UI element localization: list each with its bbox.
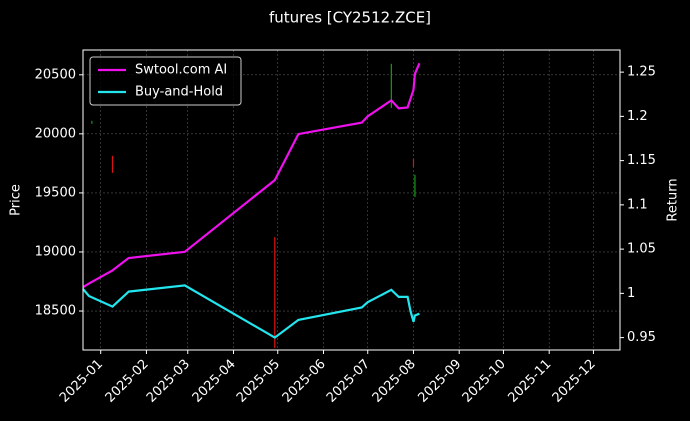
- y2-tick-label: 1.1: [627, 197, 648, 212]
- legend-label: Buy-and-Hold: [135, 85, 223, 100]
- legend-box: [89, 56, 242, 106]
- plot-frame: [82, 49, 621, 351]
- y2-axis-label: Return: [666, 178, 681, 221]
- y2-tick-label: 0.95: [627, 330, 656, 345]
- y-tick-label: 18500: [35, 304, 76, 319]
- series-line: [82, 284, 420, 339]
- y2-tick-label: 1: [627, 286, 635, 301]
- y-tick-label: 20000: [35, 126, 76, 141]
- legend-label: Swtool.com AI: [135, 63, 227, 78]
- y-tick-label: 19500: [35, 185, 76, 200]
- y2-tick-label: 1.05: [627, 242, 656, 257]
- legend: Swtool.com AI Buy-and-Hold: [89, 56, 242, 106]
- y2-tick-label: 1.2: [627, 109, 648, 124]
- y2-tick-label: 1.15: [627, 153, 656, 168]
- series-line: [82, 62, 421, 289]
- y-tick-label: 19000: [35, 244, 76, 259]
- y2-tick-label: 1.25: [627, 65, 656, 80]
- chart-title: futures [CY2512.ZCE]: [269, 9, 431, 27]
- y-axis-label: Price: [9, 184, 24, 216]
- y-tick-label: 20500: [35, 67, 76, 82]
